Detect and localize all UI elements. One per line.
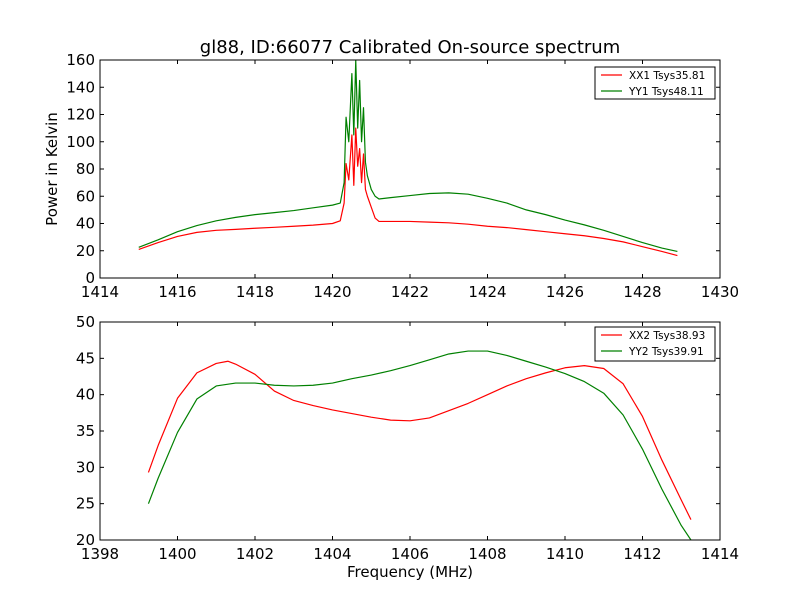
x-tick-label: 1424 <box>468 283 506 301</box>
series-line-xx-2 <box>147 360 692 520</box>
top-spectrum-plot: 1414 1416 1418 1420 1422 1424 1426 1428 1430 0 20 4… <box>43 51 739 301</box>
x-tick-label: 1400 <box>158 545 196 563</box>
legend-box <box>594 66 716 100</box>
chart-title: gl88, ID:66077 Calibrated On-source spec… <box>200 37 620 58</box>
x-tick-label: 1416 <box>158 283 196 301</box>
y-tick-label: 35 <box>76 422 95 440</box>
x-tick-label: 1420 <box>313 283 351 301</box>
y-tick-label: 45 <box>76 349 95 367</box>
y-tick-label: 60 <box>76 187 95 205</box>
y-tick-label: 160 <box>66 51 95 69</box>
legend-label: XX2 Tsys38.93 <box>629 330 705 342</box>
x-tick-label: 1406 <box>391 545 429 563</box>
series-line-yy-1 <box>138 60 678 253</box>
x-tick-label: 1414 <box>701 545 739 563</box>
legend: XX2 Tsys38.93 YY2 Tsys39.91 <box>594 326 716 362</box>
series-line-xx-1 <box>138 127 678 257</box>
y-tick-label: 140 <box>66 78 95 96</box>
series-line-yy-2 <box>147 350 692 540</box>
x-tick-label: 1402 <box>236 545 274 563</box>
legend-label: YY1 Tsys48.11 <box>628 86 704 98</box>
y-tick-label: 20 <box>76 531 95 549</box>
x-tick-label: 1404 <box>313 545 351 563</box>
x-tick-label: 1430 <box>701 283 739 301</box>
x-tick-label: 1398 <box>81 545 119 563</box>
x-tick-label: 1428 <box>623 283 661 301</box>
legend-label: XX1 Tsys35.81 <box>629 70 705 82</box>
x-tick-label: 1410 <box>546 545 584 563</box>
legend-box <box>594 326 716 362</box>
y-tick-label: 50 <box>76 313 95 331</box>
legend: XX1 Tsys35.81 YY1 Tsys48.11 <box>594 66 716 100</box>
bottom-spectrum-plot: 1398 1400 1402 1404 1406 1408 1410 1412 1414 20 25… <box>76 313 739 581</box>
y-tick-label: 40 <box>76 215 95 233</box>
y-tick-label: 40 <box>76 386 95 404</box>
x-tick-label: 1412 <box>623 545 661 563</box>
x-tick-label: 1418 <box>236 283 274 301</box>
x-tick-label: 1408 <box>468 545 506 563</box>
y-tick-label: 120 <box>66 106 95 124</box>
y-tick-label: 80 <box>76 160 95 178</box>
x-tick-label: 1426 <box>546 283 584 301</box>
y-tick-label: 100 <box>66 133 95 151</box>
y-tick-label: 25 <box>76 495 95 513</box>
y-tick-label: 30 <box>76 458 95 476</box>
y-axis-label: Power in Kelvin <box>43 112 61 226</box>
x-tick-label: 1422 <box>391 283 429 301</box>
y-tick-label: 20 <box>76 242 95 260</box>
x-tick-label: 1414 <box>81 283 119 301</box>
y-tick-label: 0 <box>85 269 95 287</box>
legend-label: YY2 Tsys39.91 <box>628 346 704 358</box>
x-axis-label: Frequency (MHz) <box>347 563 473 581</box>
